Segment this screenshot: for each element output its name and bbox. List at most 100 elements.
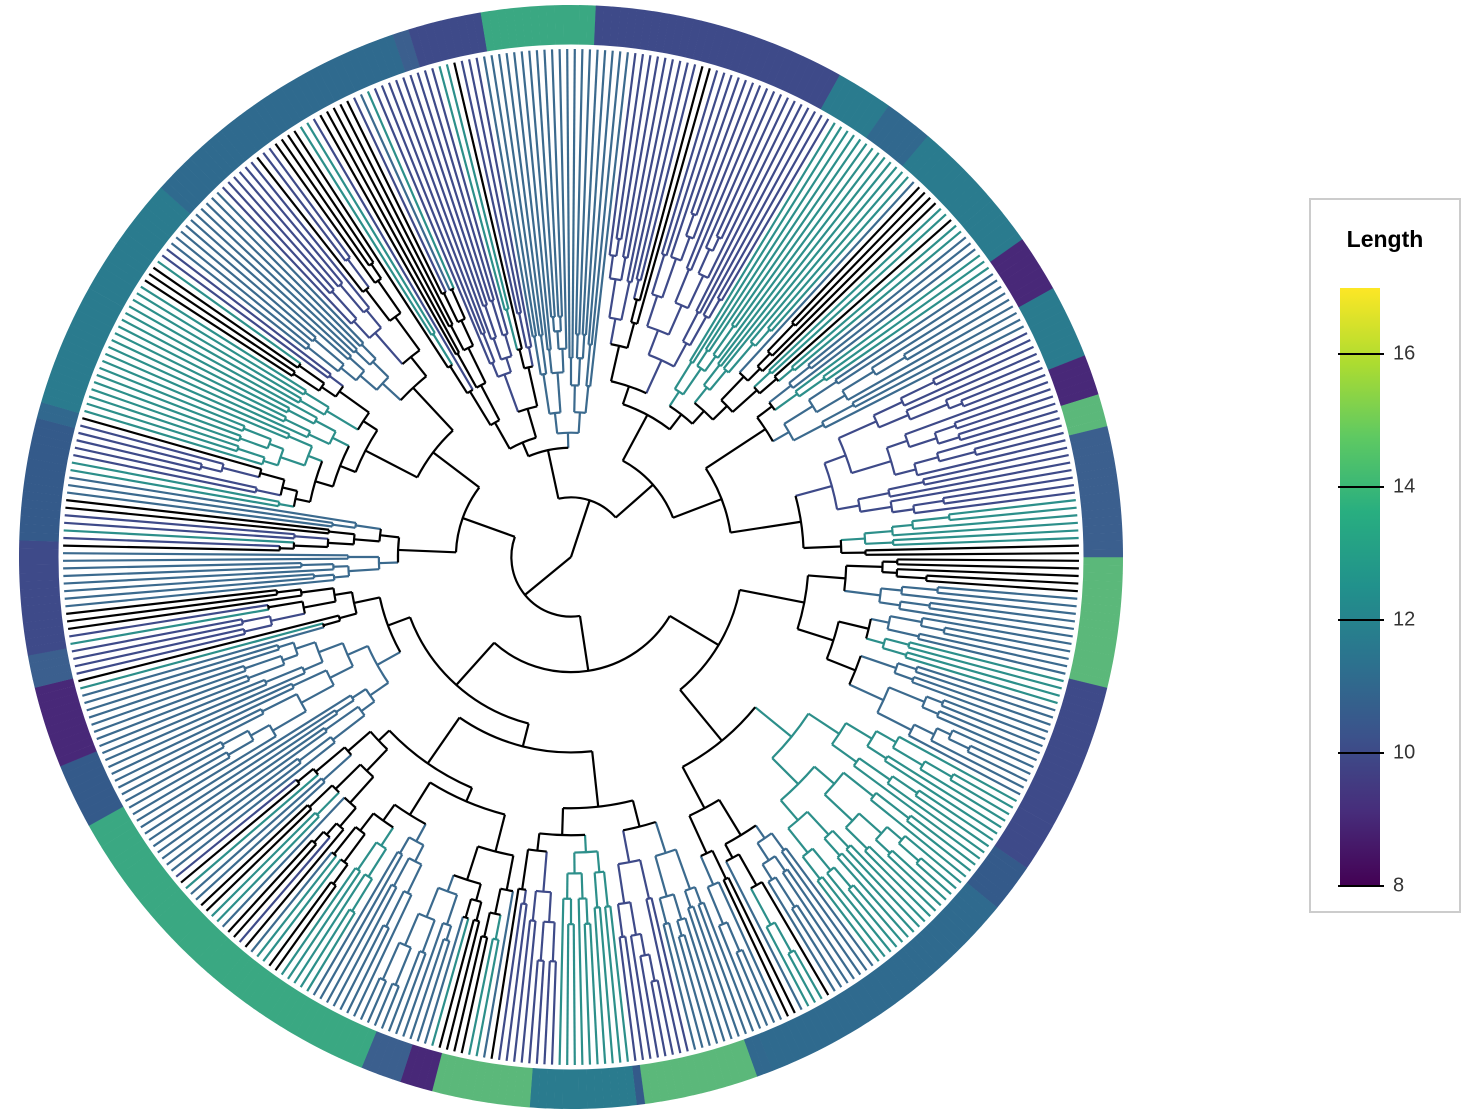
tree-branch (353, 320, 371, 339)
ring-segment (19, 540, 60, 550)
ring-segment (785, 1018, 811, 1058)
ring-segment (721, 29, 742, 71)
tree-branch (909, 403, 949, 421)
tree-node-arc (523, 365, 533, 370)
tree-branch (535, 50, 556, 318)
tree-branch (93, 674, 248, 733)
ring-segment (1055, 715, 1096, 736)
tree-node-arc (378, 597, 402, 653)
ring-segment (464, 1059, 480, 1101)
tree-node-arc (905, 815, 912, 822)
tree-node-arc (477, 845, 514, 857)
tree-branch (394, 316, 421, 351)
ring-segment (400, 29, 421, 71)
ring-segment (901, 942, 935, 979)
ring-segment (392, 31, 414, 73)
tree-node-arc (364, 688, 376, 703)
tree-branch (166, 761, 302, 866)
tree-branch (359, 94, 451, 291)
tree-branch (398, 548, 457, 554)
tree-node-arc (334, 709, 339, 715)
tree-branch (74, 446, 257, 489)
ring-segment (1047, 736, 1088, 759)
tree-branch (200, 207, 355, 354)
tree-node-arc (526, 345, 532, 349)
tree-branch (140, 694, 352, 829)
tree-branch (903, 292, 1006, 356)
tree-branch (585, 898, 589, 924)
tree-branch (227, 839, 313, 933)
ring-segment (771, 1024, 796, 1065)
tree-node-arc (369, 358, 377, 366)
tree-branch (268, 442, 284, 451)
tree-branch (360, 700, 376, 713)
tree-node-arc (340, 858, 349, 866)
tree-node-arc (247, 730, 255, 741)
tree-node-arc (353, 348, 358, 354)
tree-branch (941, 704, 1043, 748)
tree-node-arc (912, 505, 916, 514)
ring-segment (750, 1033, 773, 1074)
tree-node-arc (782, 868, 789, 874)
ring-segment (743, 1036, 765, 1077)
ring-segment (1010, 813, 1050, 841)
tree-node-arc (907, 642, 911, 648)
tree-branch (681, 766, 706, 809)
tree-branch (353, 538, 380, 543)
tree-branch (944, 626, 1071, 653)
ring-segment (1032, 317, 1072, 343)
ring-segment (19, 564, 60, 574)
tree-branch (892, 521, 1078, 537)
ring-segment (833, 992, 862, 1032)
tree-branch (898, 842, 920, 862)
tree-node-arc (750, 881, 763, 890)
ring-segment (119, 232, 157, 263)
ring-segment (80, 792, 121, 819)
tree-node-arc (893, 662, 899, 674)
ring-segment (1070, 434, 1111, 451)
tree-branch (526, 408, 538, 439)
ring-segment (287, 78, 316, 118)
ring-segment (1066, 678, 1108, 697)
ring-segment (736, 1038, 758, 1080)
ring-segment (88, 280, 128, 308)
tree-branch (521, 849, 530, 890)
tree-branch (144, 709, 336, 835)
tree-branch (332, 714, 366, 741)
tree-branch (111, 339, 285, 423)
tree-branch (64, 573, 314, 593)
ring-segment (890, 125, 922, 162)
tree-branch (369, 681, 389, 697)
tree-branch (626, 59, 674, 282)
tree-node-arc (374, 277, 382, 284)
tree-branch (347, 644, 369, 656)
tree-branch (490, 300, 504, 336)
tree-branch (406, 864, 423, 894)
ring-segment (1028, 779, 1069, 805)
ring-segment (1082, 579, 1123, 591)
ring-segment (721, 1043, 742, 1085)
tree-branch (438, 919, 475, 1048)
tree-branch (650, 981, 667, 1057)
tree-branch (772, 431, 790, 443)
tree-branch (483, 912, 491, 938)
tree-branch (821, 876, 886, 958)
ring-segment (699, 22, 719, 64)
tree-branch (312, 118, 474, 391)
tree-node-arc (242, 628, 247, 635)
tree-branch (727, 343, 754, 374)
ring-segment (84, 287, 124, 315)
tree-node-arc (321, 623, 326, 628)
ring-segment (930, 163, 965, 198)
tree-branch (685, 213, 695, 237)
tree-node-arc (870, 367, 877, 376)
tree-branch (724, 843, 734, 859)
tree-branch (914, 794, 990, 848)
ring-segment (1044, 744, 1085, 767)
tree-branch (726, 921, 741, 952)
tree-branch (831, 743, 858, 763)
tree-node-arc (447, 363, 453, 369)
tree-branch (871, 285, 1002, 369)
ring-segment (1038, 332, 1079, 357)
tree-node-arc (736, 948, 743, 954)
